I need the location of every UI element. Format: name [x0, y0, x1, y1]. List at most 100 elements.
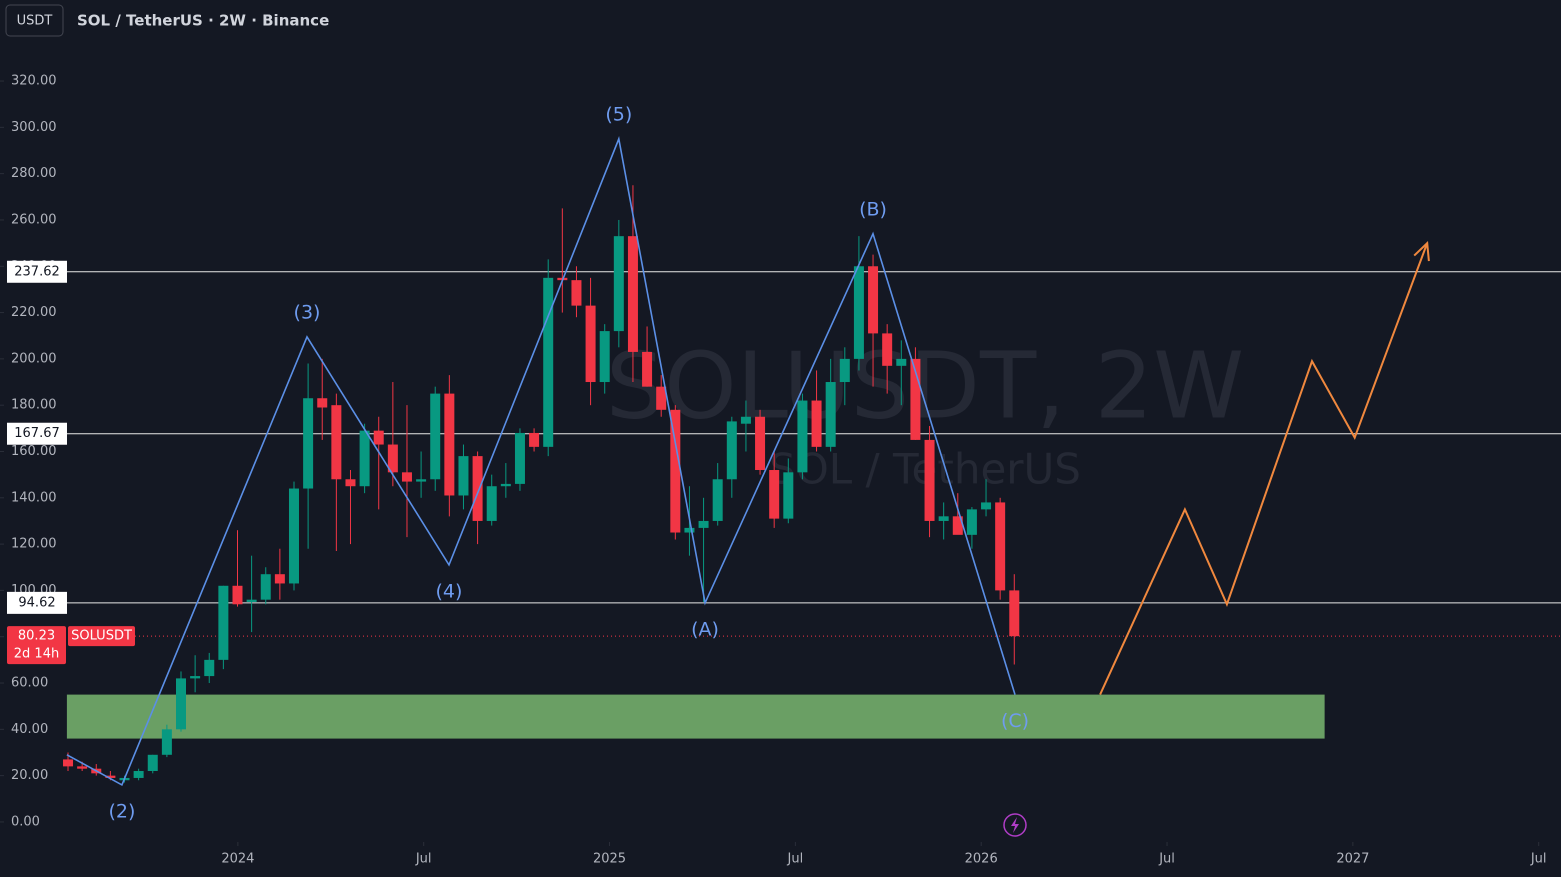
candle-body — [938, 516, 949, 521]
x-tick-label: Jul — [787, 852, 804, 867]
level-label: 94.62 — [18, 595, 55, 610]
level-label-box — [7, 591, 67, 614]
y-tick-label: 280.00 — [11, 166, 57, 181]
candle-body — [698, 520, 709, 528]
x-tick-label: 2026 — [965, 852, 998, 867]
y-tick-label: 0.00 — [11, 814, 40, 829]
candle-body — [981, 502, 992, 510]
price-label-box — [7, 626, 66, 665]
y-tick-label: 300.00 — [11, 120, 57, 135]
candle-body — [543, 277, 554, 447]
level-label: 167.67 — [14, 426, 60, 441]
x-tick-label: 2025 — [593, 852, 626, 867]
candle-body — [670, 409, 681, 533]
candle-body — [246, 599, 257, 602]
candle-body — [585, 305, 596, 383]
chart-title: SOL / TetherUS · 2W · Binance — [77, 12, 329, 30]
currency-button[interactable] — [5, 4, 64, 37]
wave-line — [66, 136, 1016, 787]
candle-body — [345, 479, 356, 487]
candle-body — [458, 456, 469, 496]
x-tick-label: Jul — [415, 852, 432, 867]
wave-label: (2) — [108, 800, 135, 822]
candle-body — [444, 393, 455, 496]
wave-label: (B) — [859, 198, 887, 220]
candle-body — [613, 236, 624, 332]
candle-body — [416, 479, 427, 482]
x-tick-label: Jul — [1530, 852, 1547, 867]
wave-label: (A) — [691, 618, 719, 640]
wave-label: (4) — [436, 580, 463, 602]
candle-body — [825, 382, 836, 447]
support-zone — [66, 694, 1325, 739]
candle-body — [218, 585, 229, 660]
candle-body — [712, 479, 723, 521]
candle-body — [755, 416, 766, 471]
candle-body — [472, 456, 483, 521]
candle-body — [260, 574, 271, 600]
y-tick-label: 120.00 — [11, 537, 57, 552]
candle-body — [642, 351, 653, 387]
candle-body — [105, 775, 116, 778]
wave-label: (3) — [294, 301, 321, 323]
candle-body — [190, 676, 201, 679]
candle-body — [387, 444, 398, 473]
symbol-label-box — [68, 626, 135, 647]
y-tick-label: 40.00 — [11, 722, 48, 737]
y-tick-label: 260.00 — [11, 212, 57, 227]
y-tick-label: 160.00 — [11, 444, 57, 459]
candle-body — [740, 416, 751, 424]
watermark: SOLUSDT, 2W — [606, 332, 1244, 439]
y-tick-label: 220.00 — [11, 305, 57, 320]
symbol-label: SOLUSDT — [71, 629, 132, 644]
candle-body — [853, 266, 864, 359]
candle-body — [783, 472, 794, 519]
x-tick-label: 2024 — [221, 852, 254, 867]
candle-body — [176, 678, 187, 730]
x-tick-label: Jul — [1158, 852, 1175, 867]
projection-arrowhead — [1413, 240, 1430, 262]
candle-body — [359, 430, 370, 487]
candle-body — [924, 439, 935, 521]
candle-body — [274, 574, 285, 584]
plot: 0.0020.0040.0060.0080.00100.00120.00140.… — [0, 74, 1561, 867]
candle-body — [204, 659, 215, 677]
event-icon[interactable] — [1003, 813, 1027, 837]
candle-body — [797, 400, 808, 473]
candle-body — [161, 729, 172, 755]
candle-body — [147, 754, 158, 772]
y-tick-label: 180.00 — [11, 398, 57, 413]
candle-body — [571, 280, 582, 306]
candle-body — [769, 470, 780, 519]
candle-body — [486, 486, 497, 521]
candle-body — [656, 386, 667, 410]
wave-label: (C) — [1001, 710, 1029, 732]
candle-body — [133, 771, 144, 778]
wave-label: (5) — [605, 103, 632, 125]
candle-body — [684, 527, 695, 533]
currency[interactable]: USDT — [17, 14, 53, 29]
candle-body — [529, 432, 540, 447]
candle-body — [882, 333, 893, 366]
y-tick-label: 60.00 — [11, 676, 48, 691]
candle-body — [726, 421, 737, 480]
candle-body — [599, 331, 610, 383]
price-label: 80.23 — [18, 629, 55, 644]
level-label-box — [7, 422, 67, 445]
candle-body — [811, 400, 822, 447]
candle-body — [430, 393, 441, 480]
candle-body — [232, 585, 243, 605]
x-tick-label: 2027 — [1336, 852, 1369, 867]
level-label: 237.62 — [14, 264, 60, 279]
candle-body — [966, 509, 977, 535]
candle-body — [303, 398, 314, 489]
candle-body — [500, 483, 511, 487]
candle-body — [910, 358, 921, 440]
candle-body — [896, 358, 907, 366]
candle-body — [1009, 590, 1020, 637]
candle-body — [952, 516, 963, 535]
candle-body — [373, 430, 384, 445]
candle-body — [317, 398, 328, 408]
